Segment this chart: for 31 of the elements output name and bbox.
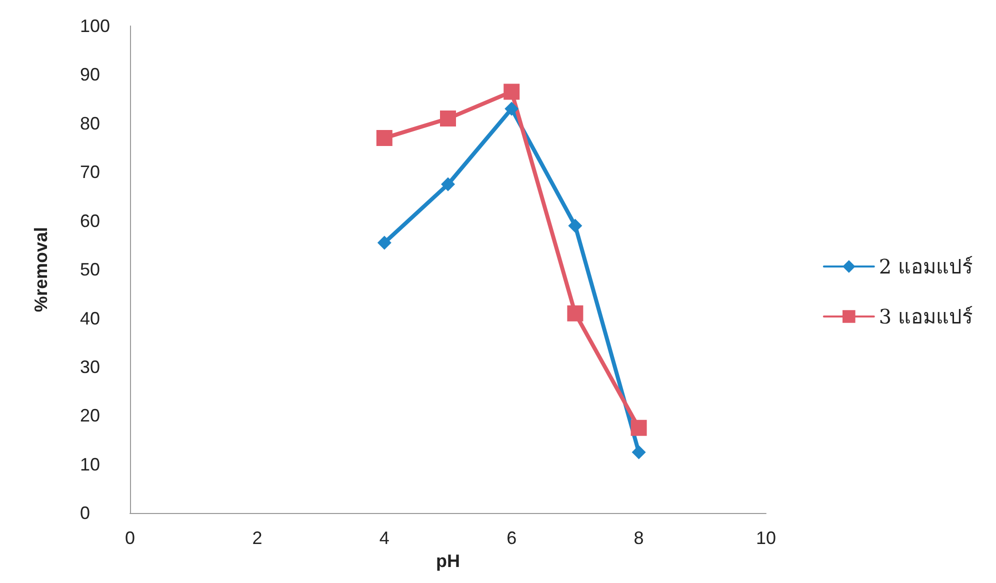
point: [440, 110, 456, 127]
y-tick-label: 60: [80, 210, 100, 231]
y-tick-label: 10: [80, 454, 100, 474]
y-tick-label: 100: [80, 16, 110, 36]
legend-label: 3 แอมแปร์: [878, 304, 974, 328]
x-tick-label: 4: [379, 528, 390, 548]
point: [504, 102, 519, 116]
legend-label: 2 แอมแปร์: [878, 254, 974, 278]
y-axis-title: %removal: [31, 227, 51, 312]
point: [630, 420, 647, 436]
point: [377, 236, 392, 250]
x-axis-title: pH: [436, 551, 460, 571]
point: [376, 130, 392, 146]
y-tick-label: 20: [80, 406, 100, 426]
x-tick-label: 2: [252, 528, 262, 548]
y-tick-label: 80: [80, 113, 100, 134]
point: [567, 305, 584, 322]
y-tick-label: 30: [80, 356, 100, 377]
y-tick-label: 40: [80, 308, 100, 328]
x-tick-label: 10: [756, 528, 776, 548]
y-tick-label: 70: [80, 162, 100, 182]
point: [632, 445, 646, 460]
point: [441, 177, 455, 192]
y-tick-label: 90: [80, 64, 100, 85]
x-tick-label: 8: [634, 528, 644, 548]
y-tick-label: 0: [80, 503, 90, 524]
point: [568, 218, 582, 233]
x-tick-label: 0: [124, 528, 136, 548]
point: [504, 84, 520, 100]
x-tick-label: 6: [506, 528, 517, 548]
y-tick-label: 50: [80, 260, 100, 280]
